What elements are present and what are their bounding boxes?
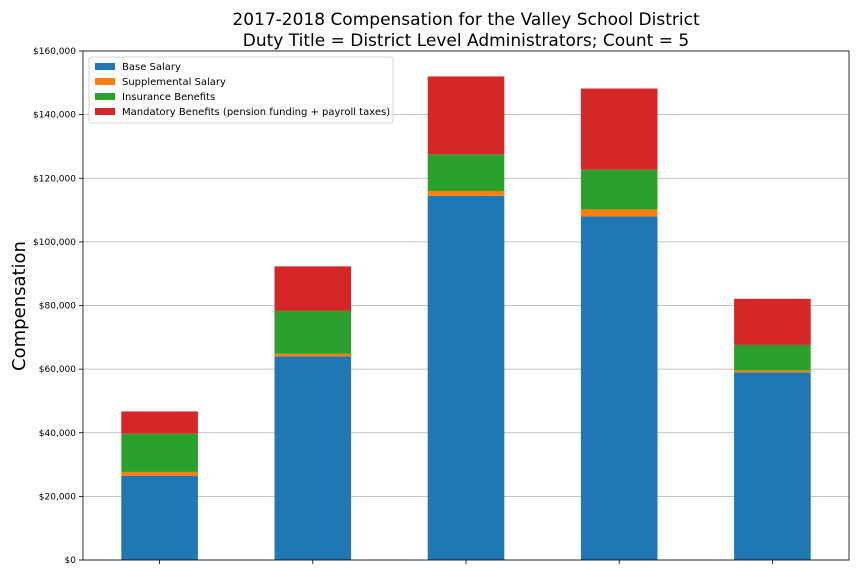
y-tick-label: $40,000: [39, 429, 76, 439]
bar-segment-3-0: [121, 411, 198, 434]
bar-segment-3-1: [274, 266, 352, 311]
chart-subtitle: Duty Title = District Level Administrato…: [243, 31, 689, 51]
legend-swatch: [95, 93, 115, 100]
bar-segment-0-4: [734, 372, 811, 560]
y-axis-label: Compensation: [9, 241, 30, 371]
bar-segment-2-1: [274, 310, 352, 354]
y-tick-label: $0: [65, 556, 77, 566]
bar-segment-0-3: [580, 216, 658, 561]
y-tick-label: $20,000: [39, 492, 76, 502]
bar-segment-2-3: [580, 169, 658, 210]
bar-segment-1-4: [734, 370, 811, 373]
legend-box: [88, 56, 394, 124]
legend-label: Base Salary: [122, 62, 181, 73]
bar-segment-3-4: [734, 298, 811, 345]
legend-label: Supplemental Salary: [122, 77, 226, 88]
bar-segment-0-0: [121, 475, 198, 560]
bar-segment-1-1: [274, 353, 352, 357]
axes: $0 $20,000 $40,000 $60,000 $80,000 $100,000 $1…: [33, 47, 850, 566]
bar-segment-1-3: [580, 209, 658, 217]
bar-segment-1-0: [121, 471, 198, 476]
bar-segment-0-2: [427, 195, 505, 560]
bar-segment-2-0: [121, 433, 198, 472]
bar-segment-1-2: [427, 190, 505, 196]
legend-swatch: [95, 78, 115, 85]
legend-swatch: [95, 108, 115, 115]
bars: [121, 76, 811, 561]
bar-segment-3-3: [580, 88, 658, 170]
legend-label: Mandatory Benefits (pension funding + pa…: [122, 107, 390, 118]
y-tick-label: $140,000: [33, 111, 76, 121]
y-tick-label: $160,000: [33, 47, 76, 57]
y-tick-label: $80,000: [39, 302, 76, 312]
y-tick-label: $100,000: [33, 238, 76, 248]
bar-segment-2-2: [427, 154, 505, 191]
legend-swatch: [95, 63, 115, 70]
chart-title: 2017-2018 Compensation for the Valley Sc…: [232, 10, 700, 30]
y-tick-label: $60,000: [39, 365, 76, 375]
legend: Base Salary Supplemental Salary Insurance …: [88, 56, 394, 124]
legend-label: Insurance Benefits: [122, 92, 215, 103]
plot-frame: [82, 50, 850, 561]
bar-segment-0-1: [274, 356, 352, 560]
bar-segment-3-2: [427, 76, 505, 155]
y-tick-label: $120,000: [33, 174, 76, 184]
bar-segment-2-4: [734, 344, 811, 371]
